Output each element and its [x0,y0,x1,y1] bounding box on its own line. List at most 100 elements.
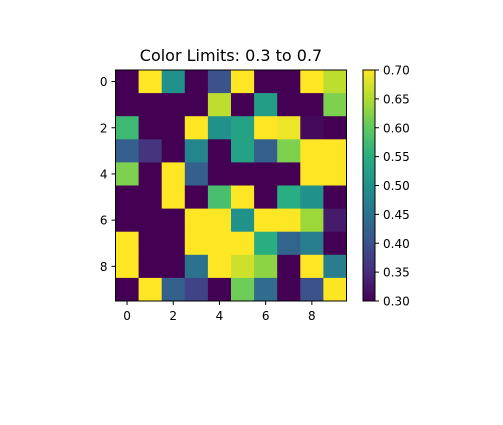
heatmap-cell [231,208,255,233]
heatmap-cell [323,277,347,302]
heatmap-cell [300,139,324,163]
heatmap-cell [207,277,232,302]
colorbar [362,69,376,302]
heatmap-cell [254,208,278,233]
heatmap-cell [184,231,209,256]
heatmap-cell [277,254,301,279]
colorbar-tick-label: 0.45 [383,208,410,222]
x-tick-label: 2 [169,309,177,323]
heatmap-cell [115,231,139,256]
heatmap-cell [300,231,324,256]
heatmap-cell [161,139,186,163]
heatmap-cell [300,116,324,140]
heatmap-cell [184,93,209,117]
heatmap-cell [138,116,163,140]
heatmap-cells [115,70,347,302]
heatmap-cell [277,231,301,256]
heatmap-cell [115,277,139,302]
heatmap-cell [207,93,232,117]
heatmap-cell [115,162,139,186]
heatmap-cell [138,139,163,163]
colorbar-tick-label: 0.70 [383,64,410,78]
x-tick-label: 4 [216,309,224,323]
heatmap-cell [300,162,324,186]
heatmap-cell [231,254,255,279]
heatmap-cell [115,185,139,209]
colorbar-tick-label: 0.50 [383,179,410,193]
heatmap-cell [300,70,324,94]
heatmap-cell [161,231,186,256]
heatmap-cell [115,93,139,117]
heatmap-cell [138,231,163,256]
heatmap-cell [231,70,255,94]
x-tick-label: 8 [308,309,316,323]
colorbar-tick-label: 0.60 [383,121,410,135]
heatmap-cell [231,93,255,117]
heatmap-cell [300,93,324,117]
heatmap-cell [207,254,232,279]
heatmap-cell [277,70,301,94]
y-tick-label: 0 [100,75,108,89]
heatmap-cell [277,185,301,209]
heatmap-cell [161,254,186,279]
heatmap-cell [231,277,255,302]
heatmap-cell [161,185,186,209]
colorbar-tick-label: 0.65 [383,92,410,106]
heatmap-cell [138,208,163,233]
heatmap-cell [231,231,255,256]
heatmap-cell [115,116,139,140]
heatmap-cell [300,277,324,302]
heatmap-cell [254,277,278,302]
heatmap-cell [277,277,301,302]
heatmap-cell [207,162,232,186]
heatmap-cell [254,185,278,209]
heatmap-cell [138,162,163,186]
x-tick-label: 6 [262,309,270,323]
heatmap-cell [161,162,186,186]
heatmap-cell [207,208,232,233]
heatmap-cell [254,116,278,140]
y-tick-label: 2 [100,121,108,135]
heatmap-cell [231,116,255,140]
heatmap-cell [231,162,255,186]
heatmap-cell [300,185,324,209]
heatmap-cell [231,139,255,163]
heatmap-cell [207,116,232,140]
heatmap-cell [138,70,163,94]
heatmap-cell [115,139,139,163]
heatmap-cell [277,208,301,233]
colorbar-tick-label: 0.35 [383,266,410,280]
heatmap-cell [323,162,347,186]
chart-title: Color Limits: 0.3 to 0.7 [140,46,322,65]
heatmap-cell [138,277,163,302]
heatmap-cell [300,208,324,233]
heatmap-cell [184,254,209,279]
colorbar-axis: 0.30 0.35 0.40 0.45 0.50 0.55 0.60 0.65 0.70 [375,64,410,309]
heatmap-cell [323,116,347,140]
heatmap-cell [138,185,163,209]
heatmap-cell [207,70,232,94]
heatmap-cell [184,162,209,186]
heatmap-cell [323,208,347,233]
heatmap-cell [323,70,347,94]
heatmap-cell [254,231,278,256]
heatmap-cell [161,208,186,233]
heatmap-cell [254,162,278,186]
heatmap-cell [254,93,278,117]
colorbar-tick-label: 0.40 [383,237,410,251]
heatmap-cell [277,93,301,117]
heatmap-cell [184,185,209,209]
heatmap-cell [161,70,186,94]
heatmap-cell [115,254,139,279]
x-tick-label: 0 [123,309,131,323]
heatmap-cell [184,208,209,233]
heatmap-cell [138,93,163,117]
heatmap-cell [161,116,186,140]
heatmap-cell [184,116,209,140]
heatmap-cell [207,231,232,256]
heatmap-cell [207,185,232,209]
colorbar-tick-label: 0.30 [383,295,410,309]
heatmap-cell [115,70,139,94]
x-axis: 0 2 4 6 8 [123,301,316,323]
heatmap-cell [277,162,301,186]
